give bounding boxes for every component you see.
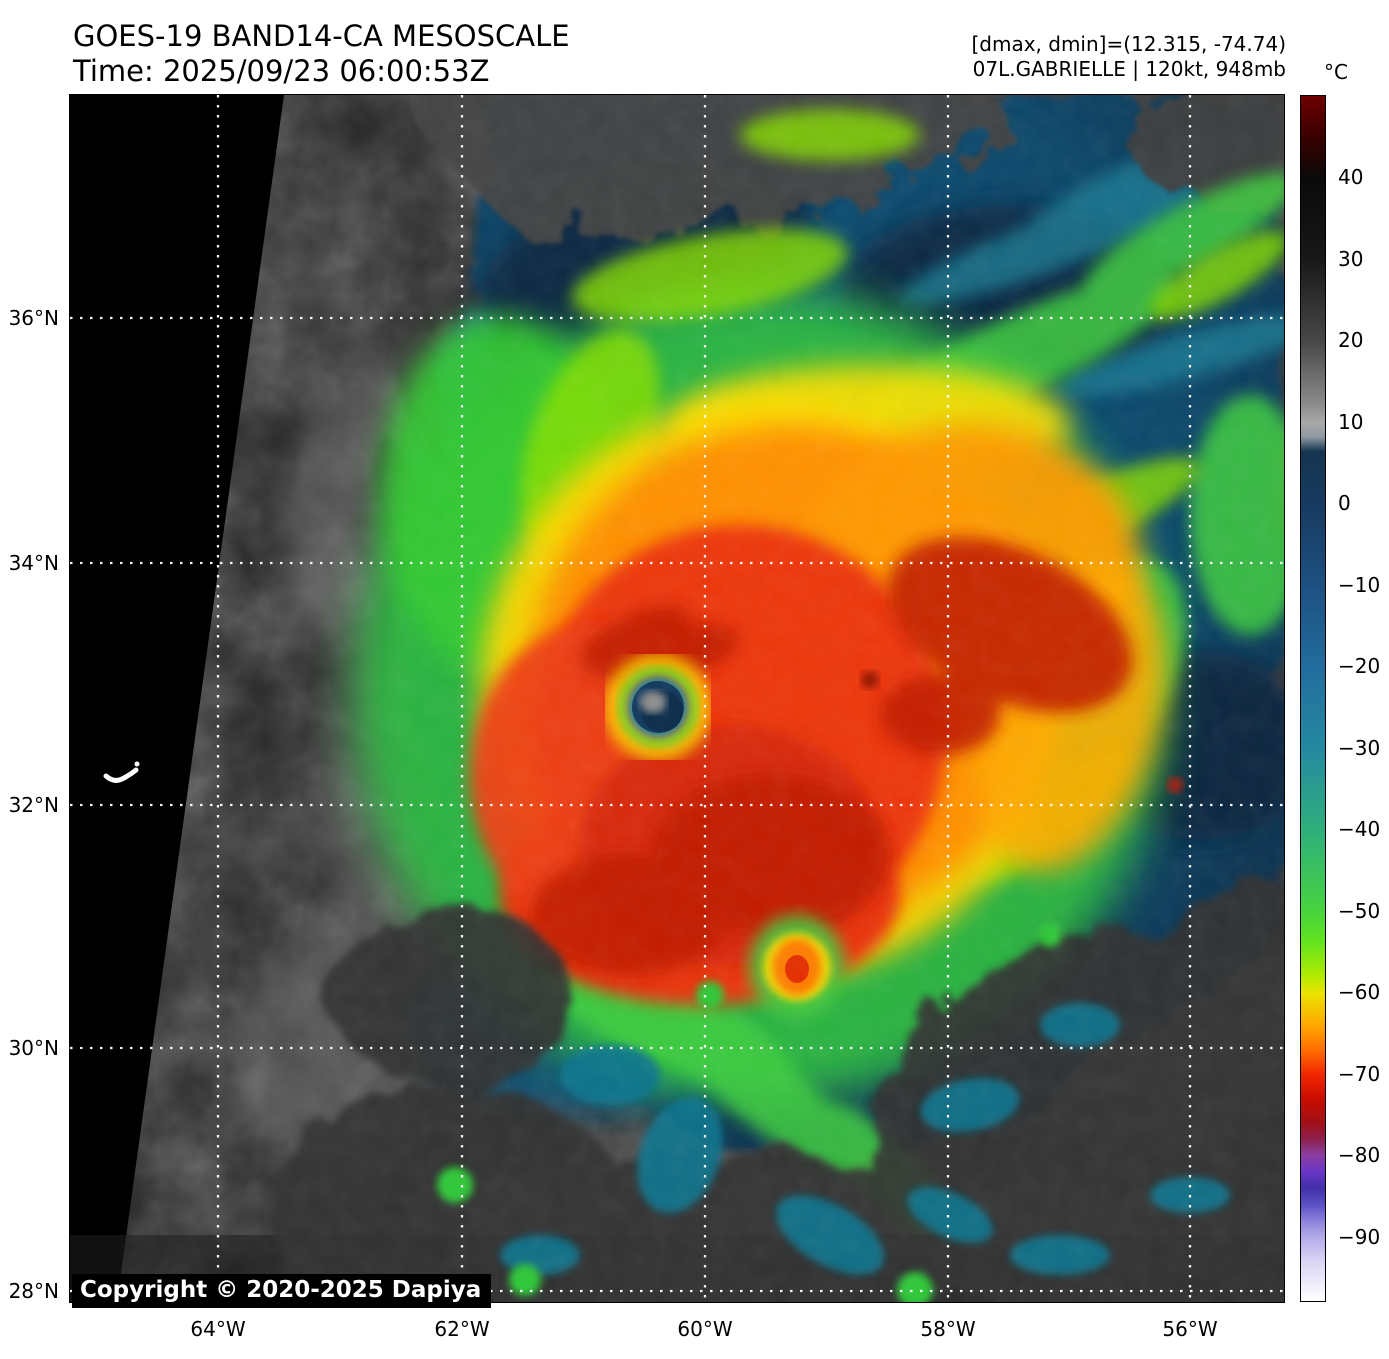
satellite-image xyxy=(70,95,1284,1302)
lat-label-32n: 32°N xyxy=(8,793,59,817)
colorbar-tick-0: 0 xyxy=(1338,491,1351,515)
lon-label-62w: 62°W xyxy=(434,1317,490,1341)
colorbar-tick-m90: −90 xyxy=(1338,1225,1381,1249)
copyright-badge: Copyright © 2020-2025 Dapiya xyxy=(72,1274,492,1308)
satellite-map xyxy=(69,94,1285,1303)
colorbar-tick-m10: −10 xyxy=(1338,573,1381,597)
colorbar-tick-40: 40 xyxy=(1338,165,1364,189)
lat-label-28n: 28°N xyxy=(8,1279,59,1303)
lat-label-34n: 34°N xyxy=(8,551,59,575)
lon-label-58w: 58°W xyxy=(920,1317,976,1341)
colorbar-tick-10: 10 xyxy=(1338,410,1364,434)
lon-label-64w: 64°W xyxy=(190,1317,246,1341)
image-title: GOES-19 BAND14-CA MESOSCALE xyxy=(73,19,570,53)
colorbar-unit-label: °C xyxy=(1324,60,1348,84)
colorbar-tick-20: 20 xyxy=(1338,328,1364,352)
colorbar-tick-m50: −50 xyxy=(1338,899,1381,923)
colorbar-tick-m20: −20 xyxy=(1338,654,1381,678)
bermuda-island xyxy=(103,761,140,783)
lon-label-60w: 60°W xyxy=(677,1317,733,1341)
colorbar-tick-m60: −60 xyxy=(1338,980,1381,1004)
colorbar-tick-m30: −30 xyxy=(1338,736,1381,760)
colorbar-tick-m80: −80 xyxy=(1338,1143,1381,1167)
lon-label-56w: 56°W xyxy=(1162,1317,1218,1341)
image-timestamp: Time: 2025/09/23 06:00:53Z xyxy=(73,54,490,88)
lat-label-30n: 30°N xyxy=(8,1036,59,1060)
dmax-dmin-readout: [dmax, dmin]=(12.315, -74.74) xyxy=(971,32,1286,56)
lat-label-36n: 36°N xyxy=(8,306,59,330)
storm-intensity-readout: 07L.GABRIELLE | 120kt, 948mb xyxy=(972,57,1286,81)
graticule xyxy=(70,95,1284,1302)
colorbar-tick-30: 30 xyxy=(1338,247,1364,271)
colorbar-tick-m40: −40 xyxy=(1338,817,1381,841)
colorbar-tick-m70: −70 xyxy=(1338,1062,1381,1086)
noise-overlay xyxy=(117,95,1284,1302)
temperature-colorbar xyxy=(1300,95,1326,1302)
